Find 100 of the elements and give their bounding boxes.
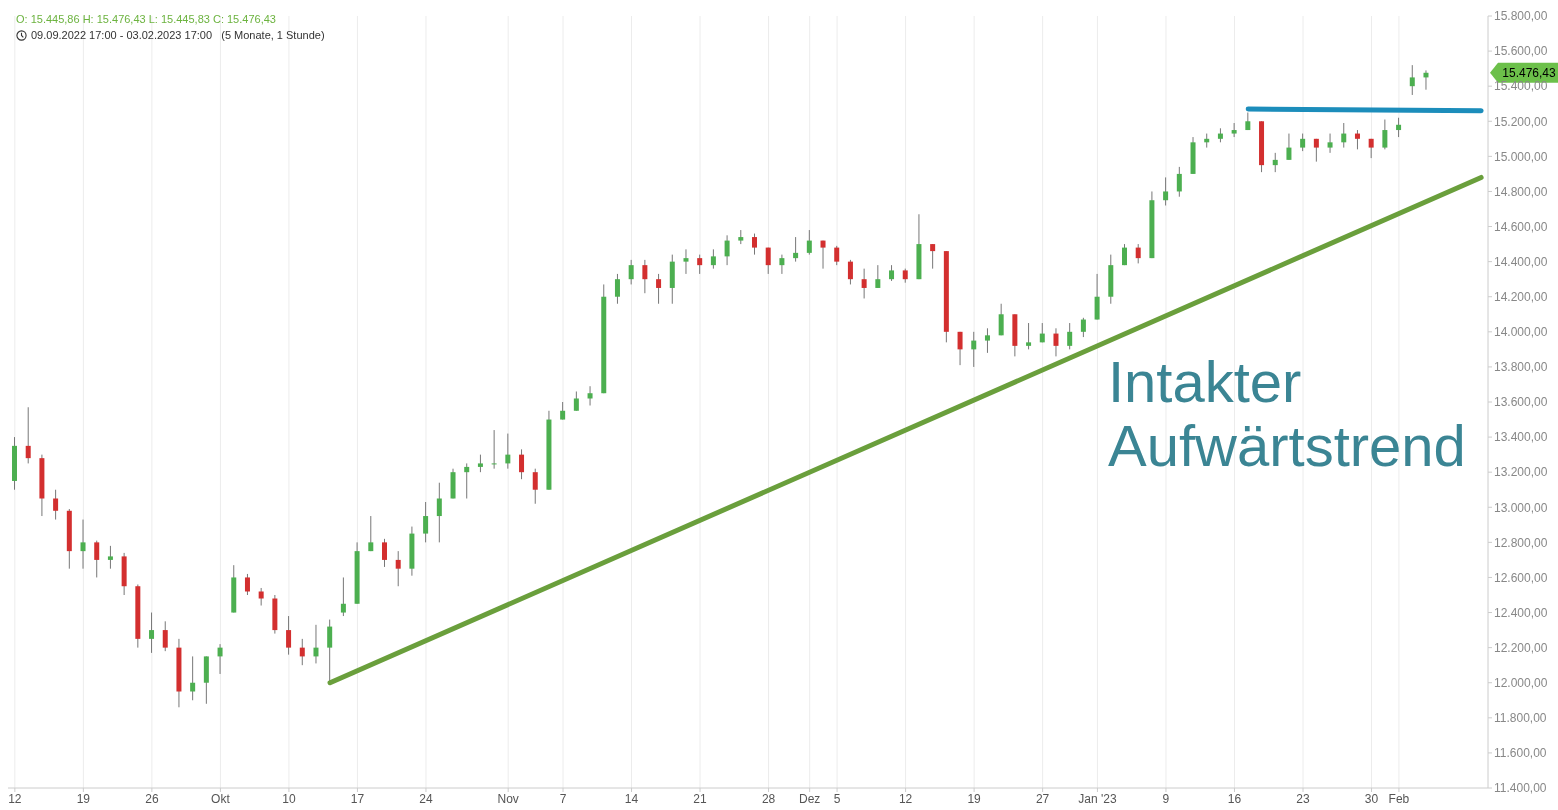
candlestick [1327,133,1333,154]
candlestick [1231,122,1237,138]
annotation: Intakter Aufwärtstrend [1108,349,1467,478]
candlestick [984,327,990,354]
candlestick [94,540,100,578]
x-tick-label: 16 [1227,791,1242,806]
candlestick [162,620,168,652]
candlestick [382,538,387,568]
y-tick-label: 13.000,00 [1494,500,1548,515]
candlestick [697,254,703,275]
y-tick-label: 15.600,00 [1494,44,1548,59]
y-tick-label: 14.200,00 [1494,289,1548,304]
candlestick [464,462,470,499]
text: 15.476,43 [1502,65,1557,80]
candlestick [436,482,442,543]
candlestick [710,248,716,270]
x-tick-label: 19 [967,791,982,806]
y-tick-label: 12.000,00 [1494,675,1548,690]
candlestick [806,229,812,256]
candlestick [1396,117,1402,138]
candlestick [971,331,977,368]
candlestick [930,243,936,270]
candlestick [80,519,86,570]
candlestick [1053,327,1059,357]
candlestick [1080,317,1086,338]
y-tick-label: 13.200,00 [1494,465,1548,480]
x-tick-label: 28 [761,791,776,806]
y-tick-label: 15.800,00 [1494,9,1548,24]
y-tick-label: 14.400,00 [1494,254,1548,269]
candlestick [861,268,867,299]
candlestick [286,615,292,656]
candlestick [820,240,826,270]
text: 09.09.2022 17:00 - 03.02.2023 17:00 (5 Monate, 1 Stunde) [31,29,325,41]
candlestick [244,573,250,596]
candlestick [423,501,429,543]
candlestick [573,390,579,412]
x-tick-label: 5 [833,791,841,806]
candlestick [53,489,59,521]
candlestick [1382,119,1388,150]
candlestick [1176,166,1182,198]
candlestick [491,429,497,470]
candlestick [683,248,689,275]
candlestick [190,655,196,701]
y-tick-label: 14.000,00 [1494,325,1548,340]
candlestick [752,233,757,256]
candlestick [1354,129,1360,150]
x-tick-label: 12 [898,791,913,806]
candlestick [642,259,648,294]
x-tick-label: 23 [1296,791,1310,806]
candlestick [614,273,620,305]
candlestick [505,433,511,470]
candlestick [149,612,155,654]
x-tick-label: Nov [497,791,519,806]
y-tick-label: 12.800,00 [1494,535,1548,550]
y-tick-label: 13.600,00 [1494,395,1548,410]
candlestick [532,468,538,505]
x-tick-label: 12 [8,791,22,806]
candlestick [587,385,593,407]
y-tick-label: 14.600,00 [1494,219,1548,234]
x-tick-label: 30 [1364,791,1379,806]
x-tick-label: 14 [624,791,639,806]
candlestick [395,550,401,587]
candlestick [998,303,1004,336]
x-tick-label: Jan '23 [1078,791,1117,806]
x-tick-label: 21 [693,791,708,806]
candlestick [1163,176,1169,206]
candlestick [1286,133,1292,161]
chart-title: O: 15.445,86 H: 15.476,43 L: 15.445,83 C: 15.476,43 [16,13,276,25]
x-tick-label: 27 [1035,791,1050,806]
x-tick-label: 17 [350,791,365,806]
y-tick-label: 13.800,00 [1494,360,1548,375]
candlestick [834,245,840,266]
candlestick [1067,322,1073,350]
candlestick [217,643,223,675]
y-tick-label: 15.400,00 [1494,79,1548,94]
candlestick [957,331,963,366]
candlestick [1135,243,1141,264]
x-tick-label: Okt [211,791,231,806]
candlestick [340,576,346,617]
candlestick [299,638,305,666]
candlestick [313,624,319,664]
candlestick [1272,152,1278,173]
candlestick [368,515,374,552]
candlestick [1026,322,1032,350]
candlestick [875,264,881,289]
y-tick-label: 12.400,00 [1494,605,1548,620]
y-tick-label: 11.600,00 [1494,746,1547,761]
y-tick-label: 12.600,00 [1494,570,1548,585]
candlestick [847,259,853,285]
candlestick [724,234,730,266]
candlestick [107,545,113,570]
x-tick-label: 19 [76,791,91,806]
x-tick-label: 10 [282,791,296,806]
x-tick-label: Dez [798,791,821,806]
candlestick [656,273,662,305]
x-tick-label: Feb [1388,791,1410,806]
x-tick-label: 26 [145,791,159,806]
candlestick [765,247,771,275]
y-tick-label: 11.800,00 [1494,711,1547,726]
y-tick-label: 15.000,00 [1494,149,1548,164]
